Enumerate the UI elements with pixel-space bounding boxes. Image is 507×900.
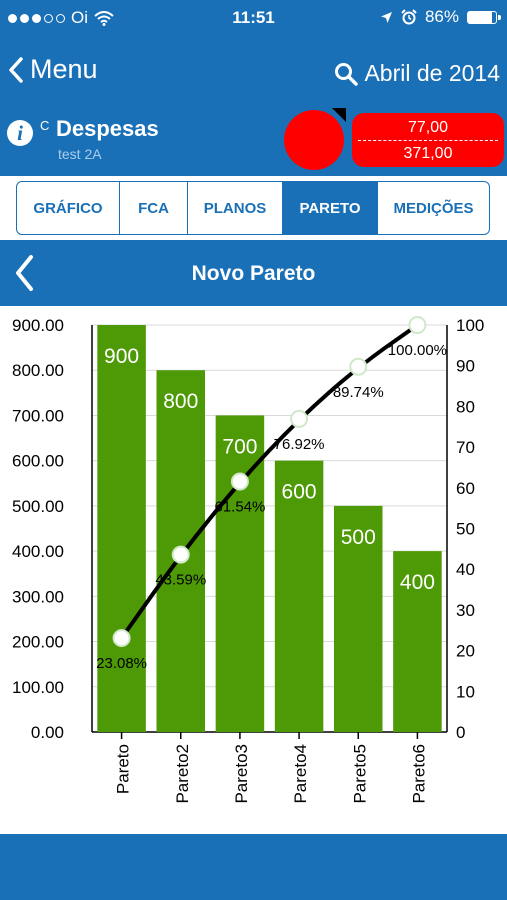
y-tick-label: 600.00 (12, 452, 64, 471)
y2-tick-label: 100 (456, 316, 484, 335)
cumulative-label: 61.54% (214, 499, 265, 516)
tab-planos[interactable]: PLANOS (188, 182, 283, 234)
info-icon[interactable]: i (7, 120, 33, 146)
status-right: 86% (380, 7, 501, 27)
chevron-left-icon (9, 56, 23, 83)
x-tick-label: Pareto (114, 744, 133, 794)
bar (215, 415, 265, 732)
indicator-prefix: C (40, 118, 50, 133)
bar-value-label: 700 (222, 435, 257, 458)
y2-tick-label: 50 (456, 520, 475, 539)
value-badge: 77,00 371,00 (352, 113, 504, 167)
y2-tick-label: 10 (456, 682, 475, 701)
subheader: Novo Pareto (0, 240, 507, 306)
x-tick-label: Pareto6 (409, 744, 428, 804)
status-bar: Oi 11:51 86% (0, 0, 507, 36)
alarm-clock-icon (401, 9, 417, 25)
value-top: 77,00 (407, 119, 449, 136)
cumulative-label: 89.74% (333, 384, 384, 401)
y-tick-label: 300.00 (12, 587, 64, 606)
cumulative-label: 76.92% (274, 436, 325, 453)
indicator-title: Despesas (56, 116, 159, 141)
tab-medicoes[interactable]: MEDIÇÕES (393, 199, 474, 217)
x-tick-label: Pareto5 (350, 744, 369, 804)
cumulative-point (349, 357, 368, 376)
bar-value-label: 600 (282, 481, 317, 504)
y-tick-label: 800.00 (12, 361, 64, 380)
y2-tick-label: 80 (456, 397, 475, 416)
cumulative-point (408, 316, 427, 334)
bar-value-label: 800 (163, 390, 198, 413)
back-label: Menu (30, 54, 98, 84)
y-tick-label: 700.00 (12, 406, 64, 425)
cumulative-point (112, 629, 131, 648)
bar-value-label: 900 (104, 345, 139, 368)
search-icon (335, 62, 359, 86)
header: Oi 11:51 86% Menu (0, 0, 507, 176)
bar (333, 505, 383, 732)
period-label: Abril de 2014 (364, 60, 500, 86)
bar-value-label: 500 (341, 526, 376, 549)
y-tick-label: 500.00 (12, 497, 64, 516)
footer-bar (0, 834, 507, 900)
y-tick-label: 400.00 (12, 542, 64, 561)
y2-tick-label: 60 (456, 479, 475, 498)
pareto-chart-area: 0.00 100.00 200.00 300.00 400.00 500.00 600.00… (0, 306, 507, 834)
carrier-label: Oi (71, 8, 88, 27)
battery-percent: 86% (424, 7, 459, 26)
y-tick-label: 0.00 (31, 723, 64, 742)
cumulative-point (230, 472, 249, 491)
cumulative-line (119, 323, 420, 641)
wifi-icon (94, 10, 114, 26)
segmented-control: GRÁFICO FCA PLANOS PARETO MEDIÇÕES (16, 181, 490, 235)
tab-bar: GRÁFICO FCA PLANOS PARETO MEDIÇÕES (0, 176, 507, 240)
status-indicator (284, 108, 346, 170)
value-bottom: 371,00 (403, 145, 453, 162)
pareto-chart: 0.00 100.00 200.00 300.00 400.00 500.00 600.00… (12, 316, 484, 804)
cumulative-point (290, 409, 309, 428)
page-title: Novo Pareto (191, 262, 316, 285)
bar (274, 460, 324, 732)
y2-tick-label: 20 (456, 642, 475, 661)
bar (97, 325, 146, 732)
cumulative-label: 23.08% (96, 655, 147, 672)
chevron-left-icon (16, 255, 33, 291)
battery-icon (467, 10, 501, 24)
tab-grafico[interactable]: GRÁFICO (17, 182, 120, 234)
y2-tick-label: 0 (456, 723, 465, 742)
cumulative-label: 100.00% (388, 342, 447, 359)
value-separator (358, 140, 498, 141)
x-tick-label: Pareto2 (173, 744, 192, 804)
location-arrow-icon (380, 11, 392, 23)
y-tick-label: 900.00 (12, 316, 64, 335)
x-tick-label: Pareto4 (291, 744, 310, 804)
date-search-button[interactable]: Abril de 2014 (334, 60, 500, 87)
status-left: Oi (8, 8, 114, 28)
y2-tick-label: 70 (456, 438, 475, 457)
y-tick-label: 200.00 (12, 633, 64, 652)
bar-value-label: 400 (400, 571, 435, 594)
cumulative-point (171, 545, 190, 564)
y2-tick-label: 40 (456, 560, 475, 579)
indicator-subtitle: test 2A (58, 146, 102, 162)
y2-tick-label: 30 (456, 601, 475, 620)
cumulative-label: 43.59% (155, 572, 206, 589)
back-to-menu-button[interactable]: Menu (8, 54, 98, 85)
y2-tick-label: 90 (456, 357, 475, 376)
indicator-row: i C Despesas test 2A 77,00 371,00 (0, 108, 507, 170)
signal-icon (8, 13, 65, 23)
back-button[interactable] (14, 254, 34, 297)
bar (393, 551, 442, 732)
y-tick-label: 100.00 (12, 678, 64, 697)
tab-fca[interactable]: FCA (120, 182, 188, 234)
x-tick-label: Pareto3 (232, 744, 251, 804)
tab-pareto[interactable]: PARETO (283, 182, 378, 234)
status-time: 11:51 (232, 8, 275, 27)
